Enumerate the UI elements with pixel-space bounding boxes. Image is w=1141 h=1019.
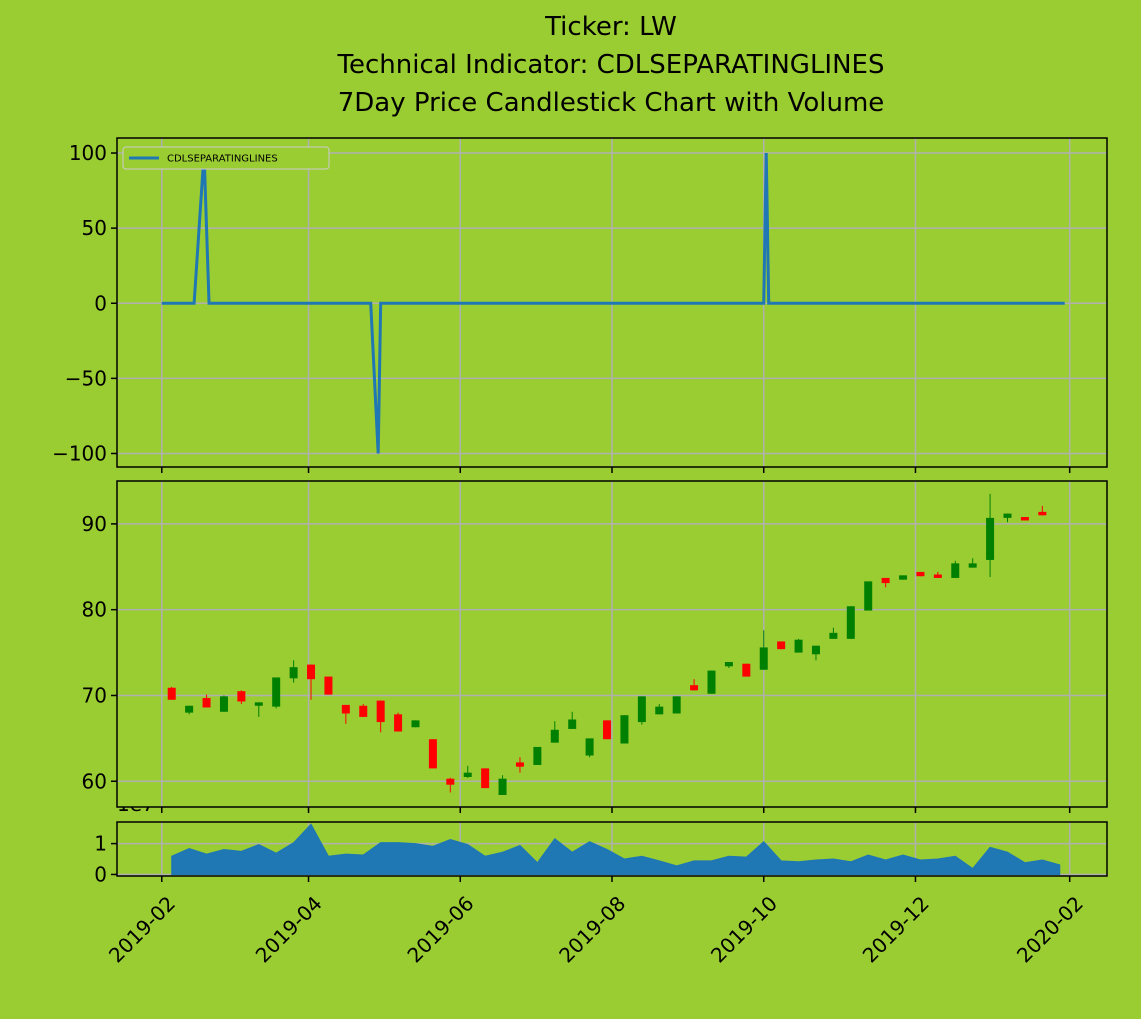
volume-area <box>171 823 1061 875</box>
candle-body <box>202 698 211 708</box>
candle-body <box>237 691 246 702</box>
x-tick-label: 2019-12 <box>858 891 934 967</box>
candle-body <box>724 662 733 667</box>
candle-body <box>585 738 594 756</box>
candle-body <box>463 772 472 777</box>
candle-body <box>324 676 333 695</box>
candle-body <box>376 700 385 723</box>
legend-label: CDLSEPARATINGLINES <box>167 154 278 165</box>
y-tick-label: 80 <box>82 598 107 622</box>
title-line: Technical Indicator: CDLSEPARATINGLINES <box>337 50 885 80</box>
candle-body <box>446 778 455 785</box>
y-tick-label: 50 <box>82 216 107 240</box>
y-tick-label: 1 <box>94 832 107 856</box>
candle-body <box>603 720 612 740</box>
candle-body <box>481 768 490 789</box>
candle-body <box>289 667 298 679</box>
candle-body <box>881 577 890 584</box>
candle-body <box>1038 511 1047 516</box>
candle-body <box>986 517 995 560</box>
candle-body <box>811 645 820 655</box>
candle-body <box>307 664 316 680</box>
candle-body <box>690 685 699 691</box>
candle-body <box>968 563 977 568</box>
candle-body <box>411 720 420 728</box>
title-line: 7Day Price Candlestick Chart with Volume <box>338 88 885 118</box>
candle-body <box>637 696 646 723</box>
x-tick-label: 2019-06 <box>402 891 478 967</box>
x-tick-label: 2020-02 <box>1012 891 1088 967</box>
candle-body <box>829 632 838 639</box>
y-tick-label: 0 <box>94 291 107 315</box>
candle-body <box>394 714 403 732</box>
candle-body <box>254 702 263 706</box>
candle-body <box>655 706 664 715</box>
candle-body <box>533 746 542 765</box>
candle-body <box>777 641 786 650</box>
candle-body <box>550 729 559 743</box>
candle-body <box>846 606 855 639</box>
indicator-line <box>161 152 1065 454</box>
candle-body <box>620 715 629 744</box>
plot-frame <box>116 821 1108 877</box>
candle-body <box>759 647 768 670</box>
x-tick-label: 2019-08 <box>554 891 630 967</box>
candle-body <box>933 574 942 578</box>
y-tick-label: 0 <box>94 862 107 886</box>
legend-box <box>122 146 330 170</box>
candle-body <box>864 581 873 611</box>
candle-body <box>167 687 176 700</box>
candle-body <box>951 563 960 578</box>
y-tick-label: 70 <box>82 683 107 707</box>
candle-body <box>672 696 681 714</box>
candle-body <box>515 762 524 767</box>
plot-frame <box>116 137 1108 468</box>
candle-body <box>359 705 368 717</box>
candle-body <box>219 696 228 712</box>
y-tick-label: 90 <box>82 512 107 536</box>
candle-body <box>185 705 194 713</box>
candle-body <box>568 719 577 729</box>
candle-body <box>272 677 281 707</box>
candle-body <box>1003 513 1012 518</box>
x-tick-label: 2019-04 <box>251 891 327 967</box>
x-tick-label: 2019-02 <box>104 891 180 967</box>
y-tick-label: 100 <box>69 141 107 165</box>
candle-body <box>1020 517 1029 521</box>
plot-frame <box>116 480 1108 808</box>
candle-body <box>794 639 803 653</box>
candle-body <box>707 670 716 694</box>
x-tick-label: 2019-10 <box>706 891 782 967</box>
candle-body <box>498 778 507 795</box>
y-tick-label: 60 <box>82 769 107 793</box>
title-line: Ticker: LW <box>544 12 677 42</box>
y-tick-label: −100 <box>52 441 107 465</box>
candle-body <box>899 575 908 580</box>
candle-body <box>341 704 350 714</box>
y-tick-label: −50 <box>65 366 107 390</box>
candle-body <box>742 663 751 677</box>
candle-body <box>428 739 437 769</box>
candle-body <box>916 571 925 577</box>
